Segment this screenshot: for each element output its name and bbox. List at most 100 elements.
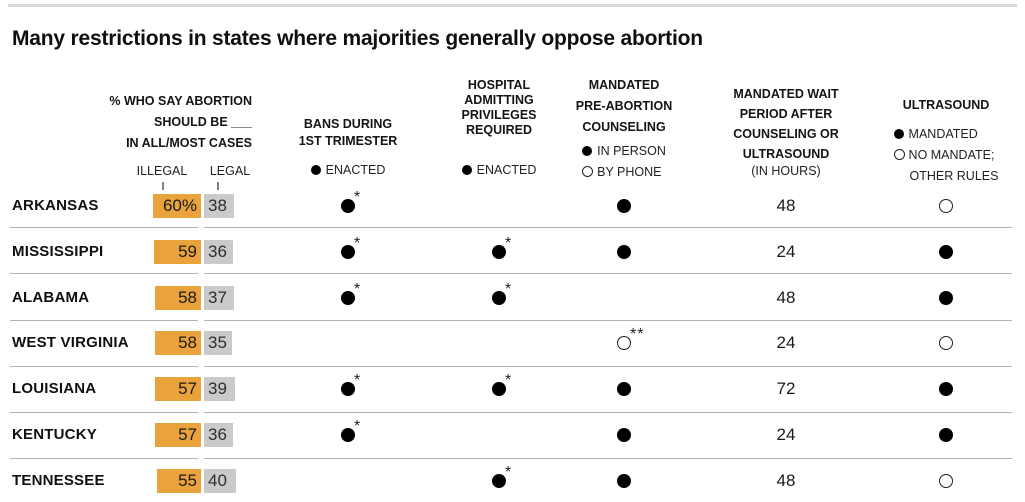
table-row: MISSISSIPPI 59 36 * * 24 xyxy=(0,234,1025,267)
bans-header-line: BANS DURING xyxy=(303,117,393,131)
filled-dot-icon xyxy=(582,146,593,156)
state-label: LOUISIANA xyxy=(12,380,97,398)
asterisk-note: * xyxy=(505,234,513,252)
column-header-bans: BANS DURING 1ST TRIMESTER xyxy=(268,116,428,150)
illegal-percent-bar: 60% xyxy=(153,194,201,218)
table-row: WEST VIRGINIA 58 35 ** 24 xyxy=(0,326,1025,358)
wait-hours-value: 48 xyxy=(776,196,796,215)
asterisk-note: * xyxy=(354,418,362,435)
table-row: KENTUCKY 57 36 * 24 xyxy=(0,418,1025,450)
table-row: TENNESSEE 55 40 * 48 xyxy=(0,464,1025,496)
counseling-legend: IN PERSON BY PHONE xyxy=(539,141,709,183)
ban-1st-trimester-cell: * xyxy=(341,235,360,259)
ultrasound-header-title: ULTRASOUND xyxy=(902,98,990,112)
column-header-wait: MANDATED WAIT PERIOD AFTER COUNSELING OR… xyxy=(696,84,876,164)
legal-percent-bar: 36 xyxy=(204,239,233,264)
row-separator xyxy=(10,365,198,367)
hospital-header-line: ADMITTING xyxy=(464,93,534,107)
legal-percent-bar: 39 xyxy=(204,377,235,402)
wait-header-line: MANDATED WAIT xyxy=(733,87,839,101)
wait-header-line: ULTRASOUND xyxy=(742,147,830,161)
ultrasound-cell xyxy=(939,199,953,213)
ultrasound-legend: MANDATED NO MANDATE; OTHER RULES xyxy=(866,124,1025,187)
state-label: KENTUCKY xyxy=(12,426,97,443)
row-separator xyxy=(10,273,198,275)
row-separator xyxy=(10,458,198,460)
wait-hours-value: 48 xyxy=(776,287,796,307)
asterisk-note: * xyxy=(354,234,362,252)
page-title: Many restrictions in states where majori… xyxy=(12,27,703,50)
row-separator xyxy=(204,412,1012,413)
illegal-percent-bar: 57 xyxy=(155,377,201,402)
poll-header-line: SHOULD BE ___ xyxy=(154,115,252,129)
open-circle-icon xyxy=(939,473,953,488)
filled-dot-icon xyxy=(341,199,355,213)
top-rule xyxy=(8,4,1017,7)
hospital-header-line: HOSPITAL xyxy=(467,78,531,92)
filled-dot-icon xyxy=(492,244,506,259)
ban-1st-trimester-cell: * xyxy=(341,418,360,442)
ultrasound-legend-other-rules: OTHER RULES xyxy=(909,169,999,183)
filled-dot-icon xyxy=(939,290,953,305)
filled-dot-icon xyxy=(939,428,953,442)
wait-hours-value: 24 xyxy=(776,425,796,444)
row-separator xyxy=(204,365,1012,367)
illegal-percent-bar: 59 xyxy=(154,239,201,264)
counseling-legend-by-phone: BY PHONE xyxy=(582,162,666,183)
counseling-header-line: COUNSELING xyxy=(582,120,666,134)
bans-legend-label: ENACTED xyxy=(325,163,386,177)
filled-dot-icon xyxy=(617,199,631,213)
state-label: ALABAMA xyxy=(12,288,90,306)
filled-dot-icon xyxy=(492,290,506,305)
filled-dot-icon xyxy=(492,382,506,397)
row-separator xyxy=(10,319,198,321)
filled-dot-icon xyxy=(939,382,953,397)
row-separator xyxy=(204,319,1012,321)
filled-dot-icon xyxy=(341,382,355,397)
filled-dot-icon xyxy=(341,428,355,442)
table-row: LOUISIANA 57 39 * * 72 xyxy=(0,372,1025,404)
ultrasound-legend-block: MANDATED NO MANDATE; OTHER RULES xyxy=(893,124,999,187)
ultrasound-cell xyxy=(939,290,953,305)
counseling-header-line: MANDATED xyxy=(588,78,660,92)
wait-header-line: PERIOD AFTER xyxy=(739,107,833,121)
wait-header-line: COUNSELING OR xyxy=(733,127,839,141)
hospital-privileges-cell: * xyxy=(492,281,511,305)
wait-unit: (IN HOURS) xyxy=(751,164,821,178)
legal-tick xyxy=(217,182,219,190)
legal-percent-bar: 38 xyxy=(204,194,234,218)
row-separator xyxy=(10,412,198,413)
asterisk-note: * xyxy=(354,372,362,390)
wait-hours-value: 24 xyxy=(776,333,796,353)
filled-dot-icon xyxy=(893,129,904,139)
counseling-cell xyxy=(617,244,631,259)
filled-dot-icon xyxy=(341,290,355,305)
column-header-poll: % WHO SAY ABORTION SHOULD BE ___ IN ALL/… xyxy=(20,91,252,154)
row-separator xyxy=(10,227,198,229)
counseling-legend-block: IN PERSON BY PHONE xyxy=(582,141,666,183)
state-label: ARKANSAS xyxy=(12,197,99,214)
poll-header-line: % WHO SAY ABORTION xyxy=(109,94,252,108)
poll-header-line: IN ALL/MOST CASES xyxy=(126,136,252,150)
legal-percent-bar: 35 xyxy=(204,331,232,356)
asterisk-note: * xyxy=(505,372,513,390)
filled-dot-icon xyxy=(617,244,631,259)
hospital-legend: ENACTED xyxy=(429,163,569,177)
counseling-cell xyxy=(617,473,631,488)
ultrasound-cell xyxy=(939,428,953,442)
table-row: ARKANSAS 60% 38 * 48 xyxy=(0,189,1025,221)
counseling-cell xyxy=(617,428,631,442)
wait-hours-value: 24 xyxy=(776,241,796,261)
counseling-header-line: PRE-ABORTION xyxy=(575,99,673,113)
ultrasound-legend-mandated: MANDATED xyxy=(893,124,999,145)
illegal-percent-bar: 58 xyxy=(155,285,201,310)
asterisk-note: * xyxy=(354,280,362,298)
ultrasound-cell xyxy=(939,473,953,488)
in-person-label: IN PERSON xyxy=(597,144,666,158)
table-row: ALABAMA 58 37 * * 48 xyxy=(0,280,1025,313)
state-label: WEST VIRGINIA xyxy=(12,334,129,352)
filled-dot-icon xyxy=(939,244,953,259)
wait-hours-value: 48 xyxy=(776,470,796,490)
illegal-tick xyxy=(162,182,164,190)
ultrasound-cell xyxy=(939,382,953,397)
